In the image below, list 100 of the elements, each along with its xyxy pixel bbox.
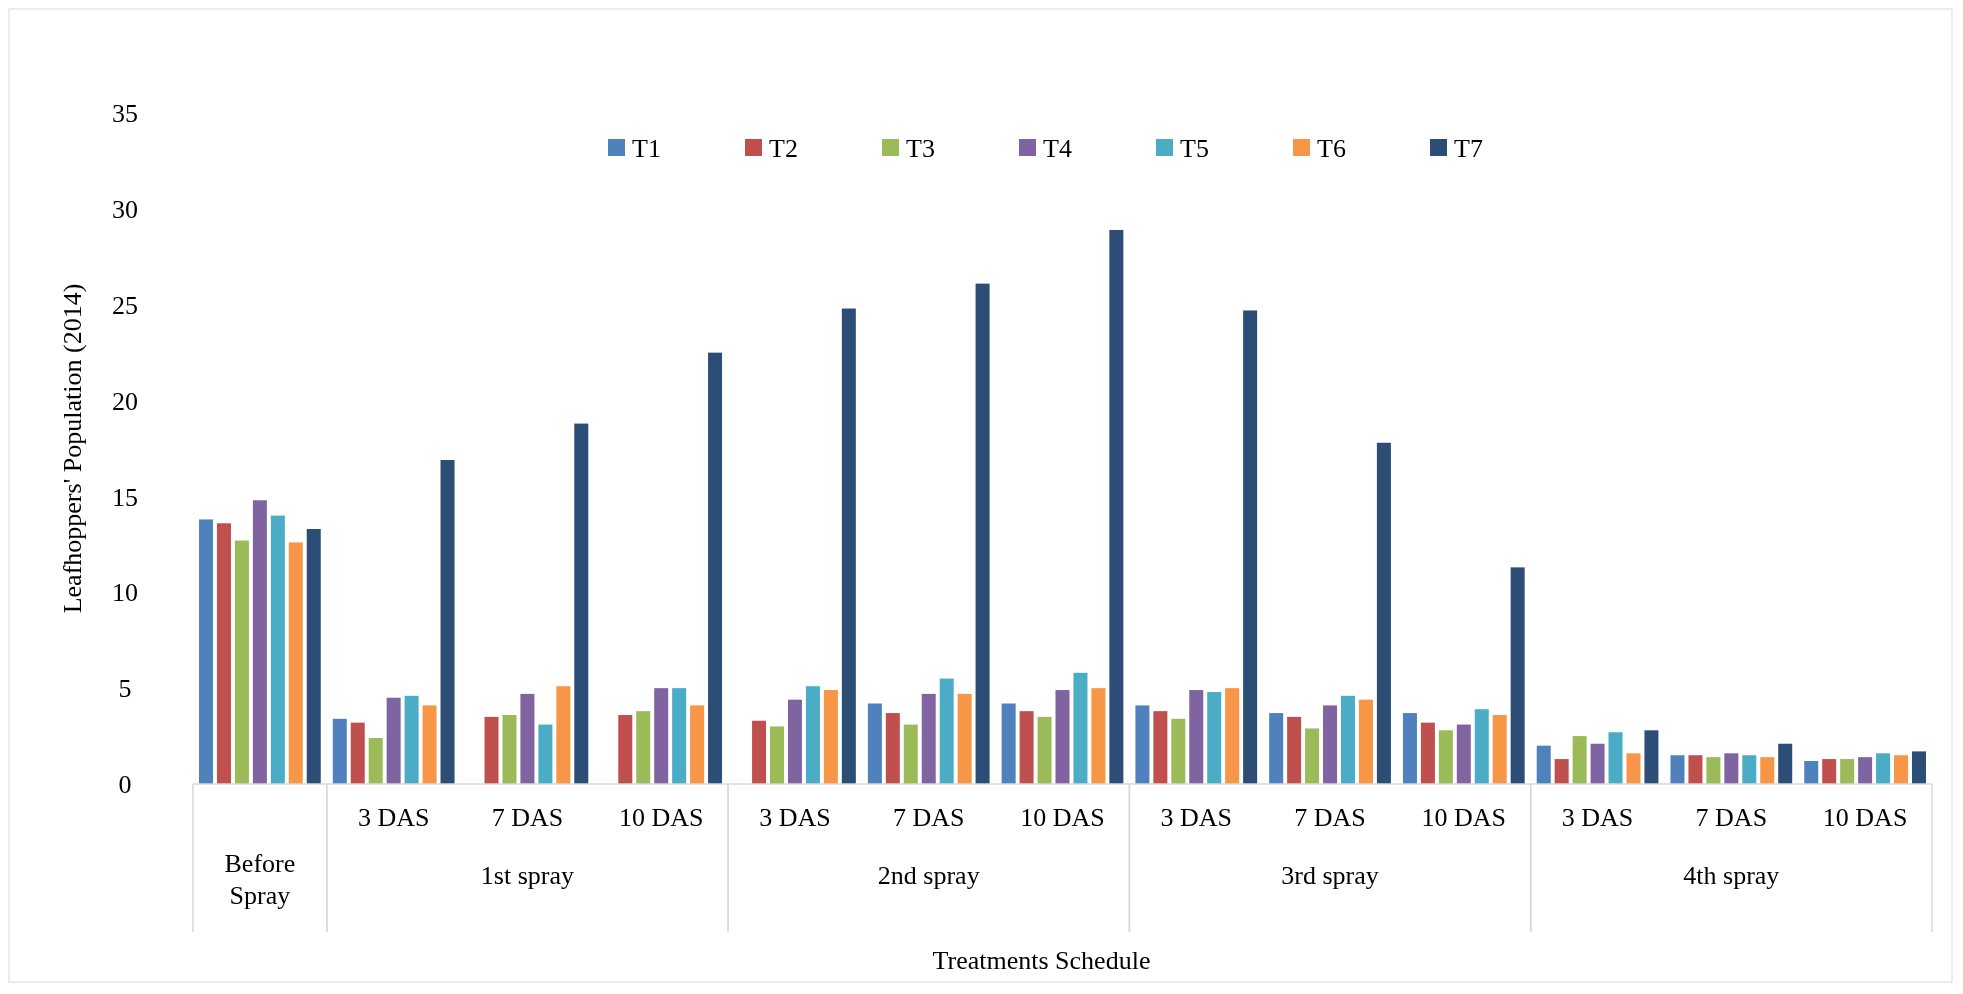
x-tick-label: 10 DAS	[618, 803, 704, 832]
bar	[1135, 705, 1150, 784]
legend-label: T2	[769, 134, 798, 164]
bar	[1305, 728, 1320, 784]
bar	[1153, 711, 1168, 784]
y-axis-title: Leafhoppers' Population (2014)	[58, 283, 87, 614]
bar	[1840, 759, 1855, 784]
x-tick-label: 10 DAS	[1421, 803, 1507, 832]
bar	[538, 724, 553, 784]
bar	[1554, 759, 1569, 784]
bar	[270, 515, 285, 784]
x-tick-label: 10 DAS	[1822, 803, 1908, 832]
bar	[1001, 703, 1016, 784]
bar	[1760, 757, 1775, 784]
bar	[216, 523, 231, 784]
bar	[1402, 713, 1417, 784]
bar	[1287, 716, 1302, 784]
bar	[234, 540, 249, 784]
bar	[1225, 688, 1240, 784]
bar	[422, 705, 437, 784]
bar	[350, 722, 365, 784]
bar	[1340, 695, 1355, 784]
bar	[332, 718, 347, 784]
bar	[1858, 757, 1873, 784]
legend-label: T5	[1180, 134, 1209, 164]
bar	[520, 693, 535, 784]
bar	[752, 720, 767, 784]
bar	[1055, 690, 1070, 784]
bar	[1572, 736, 1587, 784]
y-tick-label: 20	[112, 386, 138, 416]
y-tick-label: 30	[112, 194, 138, 224]
bar	[288, 542, 303, 784]
legend-label: T3	[906, 134, 935, 164]
x-axis-title: Treatments Schedule	[932, 946, 1151, 975]
bar	[708, 352, 723, 784]
bar	[939, 678, 954, 784]
bar	[1091, 688, 1106, 784]
bar	[1376, 442, 1391, 784]
bar	[636, 711, 651, 784]
bar	[823, 690, 838, 784]
y-tick-label: 10	[112, 578, 138, 608]
x-tick-label: 7 DAS	[892, 803, 965, 832]
x-tick-label: 3 DAS	[1160, 803, 1233, 832]
bar	[1894, 755, 1909, 784]
bar	[1323, 705, 1338, 784]
bar	[1644, 730, 1659, 784]
text: 4th spray	[1683, 861, 1780, 890]
bar	[1626, 753, 1641, 784]
bar	[1590, 743, 1605, 784]
bar	[484, 716, 499, 784]
bar	[1171, 718, 1186, 784]
bar	[1608, 732, 1623, 784]
bar	[770, 726, 785, 784]
bar	[787, 699, 802, 784]
bar	[574, 423, 589, 784]
x-tick-label: 3 DAS	[357, 803, 430, 832]
bar	[975, 283, 990, 784]
y-tick-label: 5	[118, 674, 132, 704]
bar	[1019, 711, 1034, 784]
bar	[1420, 722, 1435, 784]
bar	[1510, 567, 1525, 784]
bar	[1207, 691, 1222, 784]
bar	[654, 688, 669, 784]
x-tick-label: 10 DAS	[1020, 803, 1105, 832]
bar	[440, 460, 455, 784]
legend-label: T1	[632, 134, 661, 164]
bar	[903, 724, 918, 784]
bar	[1037, 716, 1052, 784]
bar	[1822, 759, 1837, 784]
bar	[1243, 310, 1258, 784]
bar	[386, 697, 401, 784]
text: 2nd spray	[877, 861, 980, 890]
bar	[885, 713, 900, 784]
text: 1st spray	[480, 861, 575, 890]
bar	[1189, 690, 1204, 784]
bar	[1492, 714, 1507, 784]
bar	[1474, 709, 1489, 784]
bar	[368, 737, 383, 784]
bar	[404, 695, 419, 784]
bar	[1778, 743, 1793, 784]
y-tick-label: 15	[112, 482, 138, 512]
bar	[1742, 755, 1757, 784]
bar	[672, 688, 687, 784]
legend-label: T4	[1043, 134, 1072, 164]
x-tick-label: 7 DAS	[1294, 803, 1366, 832]
bar	[502, 714, 517, 784]
bar	[957, 693, 972, 784]
bar	[867, 703, 882, 784]
bar	[252, 500, 267, 784]
bar	[841, 308, 856, 784]
x-tick-label: 7 DAS	[491, 803, 564, 832]
y-tick-label: 0	[118, 770, 132, 800]
bar	[1269, 713, 1284, 784]
bar	[1724, 753, 1739, 784]
x-tick-label: 3 DAS	[1561, 803, 1634, 832]
bar	[690, 705, 705, 784]
bar	[1688, 755, 1703, 784]
bar	[1073, 672, 1088, 784]
bar	[805, 686, 820, 784]
x-tick-label: 3 DAS	[759, 803, 831, 832]
